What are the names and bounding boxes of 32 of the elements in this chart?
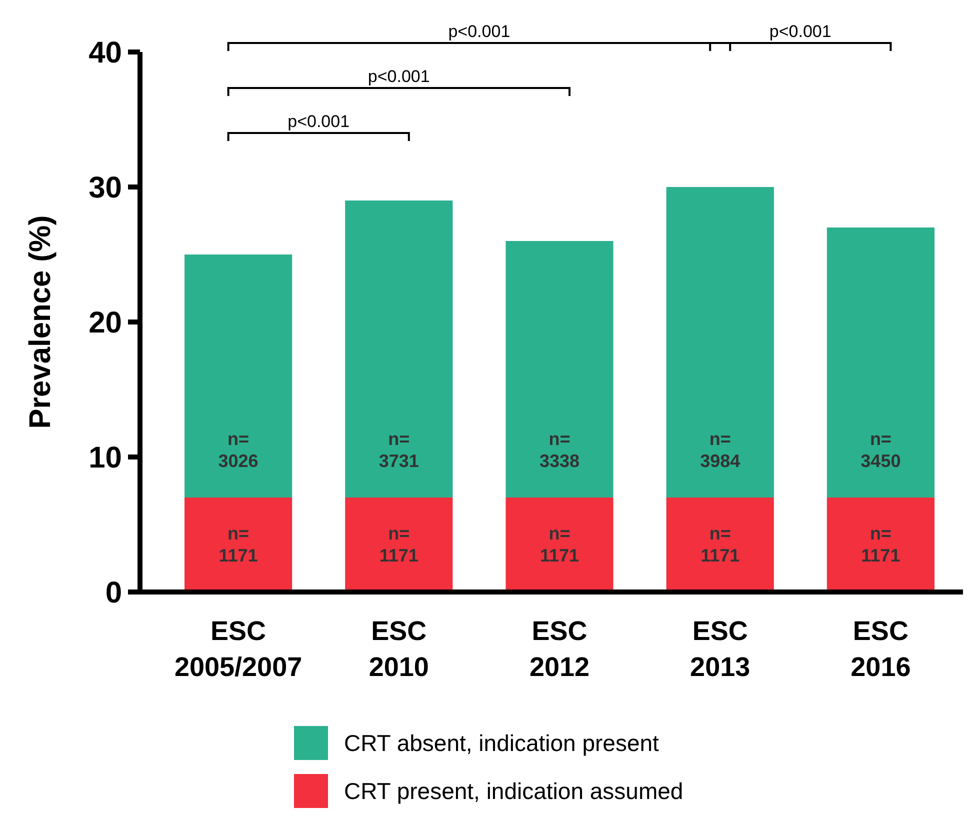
annotation: n= 3984 [700, 428, 740, 471]
annotation: p<0.001 [288, 112, 350, 131]
y-tick-label: 0 [105, 576, 122, 610]
x-tick-label: ESC 2010 [368, 616, 429, 682]
bar [826, 228, 934, 498]
bar [666, 187, 774, 498]
annotation: n= 1171 [861, 523, 900, 566]
x-tick-label: ESC 2005/2007 [174, 616, 302, 682]
annotation: n= 1171 [218, 523, 258, 566]
annotation: n= 1171 [700, 523, 740, 566]
x-tick-label: ESC 2013 [690, 616, 750, 682]
y-tick-label: 40 [88, 36, 122, 70]
bar [184, 254, 292, 498]
bar [345, 200, 453, 498]
annotation: n= 3731 [378, 428, 419, 471]
bar [506, 241, 614, 498]
annotation: n= 3338 [539, 428, 580, 471]
legend-label: CRT absent, indication present [344, 730, 660, 756]
annotation: p<0.001 [368, 67, 430, 86]
annotation: n= 1171 [379, 523, 418, 566]
y-tick-label: 30 [88, 172, 122, 204]
text: p<0.001 [769, 22, 832, 41]
text: p<0.001 [448, 22, 510, 41]
y-tick-label: 20 [88, 306, 122, 340]
x-tick-label: ESC 2012 [529, 616, 590, 682]
annotation: n= 3450 [860, 428, 901, 471]
legend-label: CRT present, indication assumed [344, 778, 684, 804]
annotation: n= 1171 [540, 523, 580, 566]
y-axis-title: Prevalence (%) [24, 215, 57, 429]
y-tick-label: 10 [88, 442, 122, 474]
x-tick-label: ESC 2016 [850, 616, 911, 682]
annotation: n= 3026 [218, 428, 258, 471]
